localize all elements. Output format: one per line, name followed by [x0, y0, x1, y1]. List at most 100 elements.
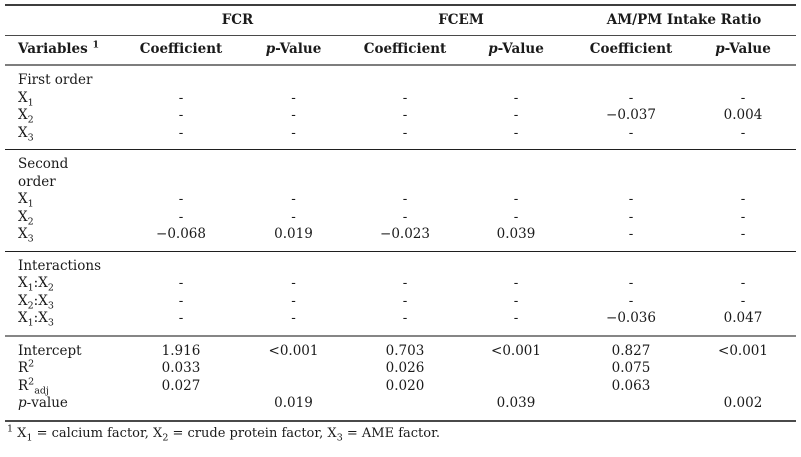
coefficient-cell: -: [402, 124, 408, 141]
group-header-ampm-intake-ratio: AM/PM Intake Ratio: [572, 5, 797, 36]
pvalue-cell: -: [513, 310, 519, 326]
row-label: p-value: [18, 395, 68, 411]
coefficient-cell: [350, 395, 460, 421]
coefficient-cell: 0.033: [161, 360, 201, 376]
row-label: X1:X3: [18, 310, 54, 329]
coefficient-cell: [125, 149, 237, 191]
pvalue-cell: 0.039: [496, 226, 536, 242]
pvalue-cell: -: [740, 275, 746, 291]
pvalue-cell: -: [740, 89, 746, 106]
table-section-model-stats: Intercept 1.916 <0.001 0.703 <0.001 0.827 <0.0…: [5, 334, 797, 421]
coefficient-cell: [125, 395, 237, 421]
group-header-fcr: FCR: [125, 5, 350, 36]
table-row: R2adj 0.027 0.020 0.063: [5, 376, 796, 397]
pvalue-cell: -: [513, 292, 519, 309]
row-label: R2adj: [18, 376, 49, 397]
coefficient-cell: -: [402, 310, 408, 326]
coefficient-cell: -: [402, 89, 408, 106]
coefficient-cell: 0.027: [161, 377, 201, 394]
coefficient-cell: [350, 65, 460, 90]
coefficient-cell: [572, 65, 690, 90]
table-row: X1:X3 - - - - −0.036 0.047: [5, 310, 796, 336]
pvalue-cell: -: [740, 208, 746, 225]
coefficient-cell: [572, 250, 690, 275]
row-label: X1: [18, 89, 34, 109]
coefficient-cell: -: [402, 208, 408, 225]
coefficient-cell: −0.068: [156, 226, 206, 242]
regression-results-table: FCR FCEM AM/PM Intake Ratio Variables 1 …: [5, 4, 797, 422]
pvalue-cell: -: [740, 191, 746, 207]
pvalue-cell: [460, 65, 572, 90]
table-section-interactions: Interactions X1:X2- - - - - - X2:X3- - - - - - X1:X3-…: [5, 250, 797, 336]
coefficient-cell: [572, 395, 690, 421]
coefficient-cell: 0.063: [611, 377, 651, 394]
table-row: X2 - - - - - -: [5, 209, 796, 227]
coefficient-cell: -: [178, 310, 184, 326]
coefficient-cell: 0.020: [385, 377, 425, 394]
table-row: X2:X3 - - - - - -: [5, 293, 796, 311]
coefficient-cell: -: [628, 191, 634, 207]
coefficient-cell: -: [628, 89, 634, 106]
pvalue-cell: -: [513, 275, 519, 291]
coefficient-cell: -: [628, 226, 634, 242]
pvalue-cell: [237, 149, 350, 191]
coefficient-cell: [125, 65, 237, 90]
coefficient-cell: -: [402, 191, 408, 207]
coefficient-cell: [350, 149, 460, 191]
pvalue-cell: -: [291, 89, 296, 106]
coefficient-cell: -: [178, 89, 184, 106]
pvalue-cell: [237, 65, 350, 90]
coefficient-cell: [572, 149, 690, 191]
table-row: p-value 0.019 0.039 0.002: [5, 395, 796, 421]
table-section-first-order: First order X1- - - - - - X2- - - - −0.037 0.004 X3- -…: [5, 65, 796, 150]
row-label: First order: [18, 72, 93, 88]
coefficient-cell: -: [628, 208, 634, 225]
coefficient-cell: 0.075: [611, 360, 651, 376]
table-row: Second order: [5, 149, 797, 191]
pvalue-cell: -: [740, 226, 746, 242]
pvalue-cell: 0.047: [723, 310, 763, 326]
pvalue-cell: -: [513, 89, 519, 106]
coefficient-cell: -: [178, 191, 184, 207]
row-label: Second order: [5, 149, 125, 191]
pvalue-cell: <0.001: [460, 334, 572, 360]
pvalue-cell: [460, 250, 572, 275]
coefficient-cell: -: [628, 124, 634, 141]
column-header-coefficient-fcr: Coefficient: [125, 35, 237, 66]
table-row: X2 - - - - −0.037 0.004: [5, 107, 796, 125]
pvalue-cell: 0.002: [723, 395, 763, 411]
row-label: X2: [18, 208, 34, 228]
row-label: Intercept: [5, 334, 125, 360]
coefficient-cell: −0.023: [380, 226, 430, 242]
group-header-fcem: FCEM: [350, 5, 572, 36]
table-row: X1:X2 - - - - - -: [5, 275, 796, 293]
row-label: X1: [18, 191, 34, 210]
pvalue-cell: [690, 149, 797, 191]
row-label: X2:X3: [18, 292, 54, 312]
pvalue-cell: -: [291, 292, 296, 309]
pvalue-cell: -: [740, 292, 746, 309]
pvalue-cell: -: [513, 124, 519, 141]
table-footnote: 1 X1 = calcium factor, X2 = crude protei…: [7, 423, 441, 444]
pvalue-cell: -: [291, 310, 296, 326]
coefficient-cell: -: [178, 292, 184, 309]
coefficient-cell: −0.037: [606, 107, 656, 123]
column-header-pvalue-ampm: p-Value: [690, 35, 797, 66]
column-header-pvalue-fcr: p-Value: [237, 35, 350, 66]
coefficient-cell: -: [178, 208, 184, 225]
table-header: FCR FCEM AM/PM Intake Ratio Variables 1 …: [5, 5, 797, 66]
coefficient-cell: -: [628, 275, 634, 291]
pvalue-cell: [237, 378, 350, 396]
pvalue-cell: 0.039: [496, 395, 536, 411]
pvalue-cell: 0.019: [274, 226, 313, 242]
column-header-pvalue-fcem: p-Value: [460, 35, 572, 66]
pvalue-cell: -: [513, 107, 519, 123]
pvalue-cell: [460, 149, 572, 191]
pvalue-cell: -: [513, 208, 519, 225]
row-label: X3: [18, 226, 34, 245]
coefficient-cell: -: [402, 107, 408, 123]
pvalue-cell: [460, 360, 572, 378]
table-row: X3 - - - - - -: [5, 125, 796, 150]
pvalue-cell: [690, 378, 796, 396]
pvalue-cell: -: [291, 191, 296, 207]
